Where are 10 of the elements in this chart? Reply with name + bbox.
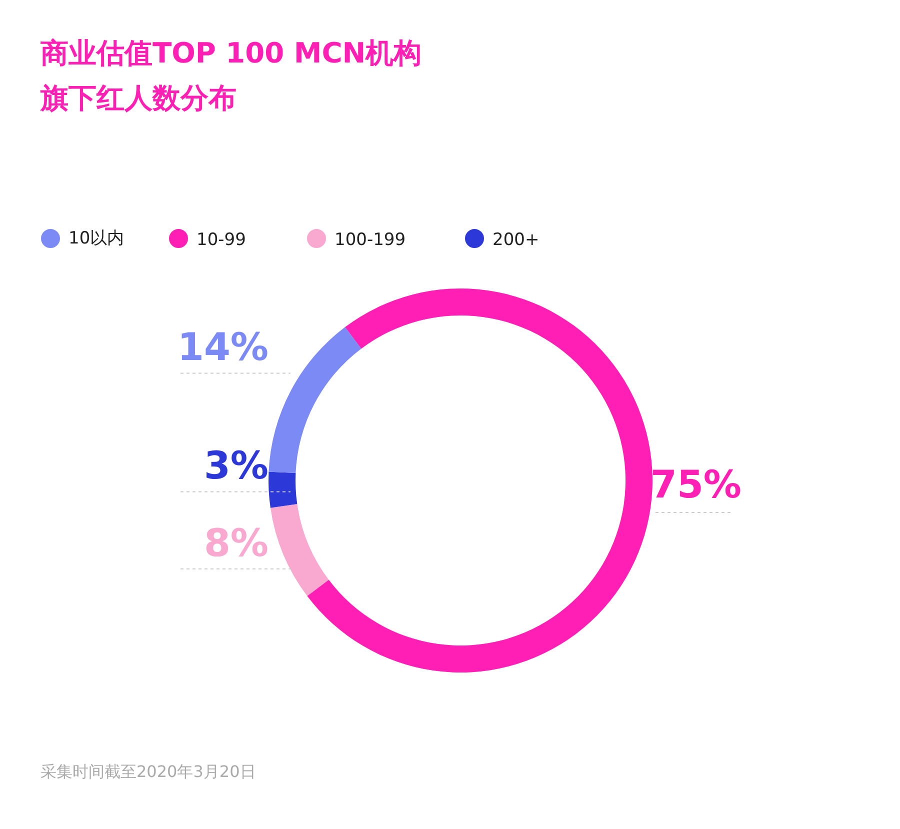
data-label: 75% xyxy=(650,462,742,507)
data-label: 14% xyxy=(178,325,269,370)
data-label: 3% xyxy=(204,444,268,488)
legend-label: 10以内 xyxy=(68,228,124,248)
legend-label: 100-199 xyxy=(334,230,406,250)
legend-label: 200+ xyxy=(492,230,540,250)
chart-title: 商业估值TOP 100 MCN机构旗下红人数分布 xyxy=(40,36,422,114)
data-label: 8% xyxy=(204,520,268,565)
legend-label: 10-99 xyxy=(196,230,246,250)
text: 采集时间截至2020年3月20日 xyxy=(40,762,256,781)
